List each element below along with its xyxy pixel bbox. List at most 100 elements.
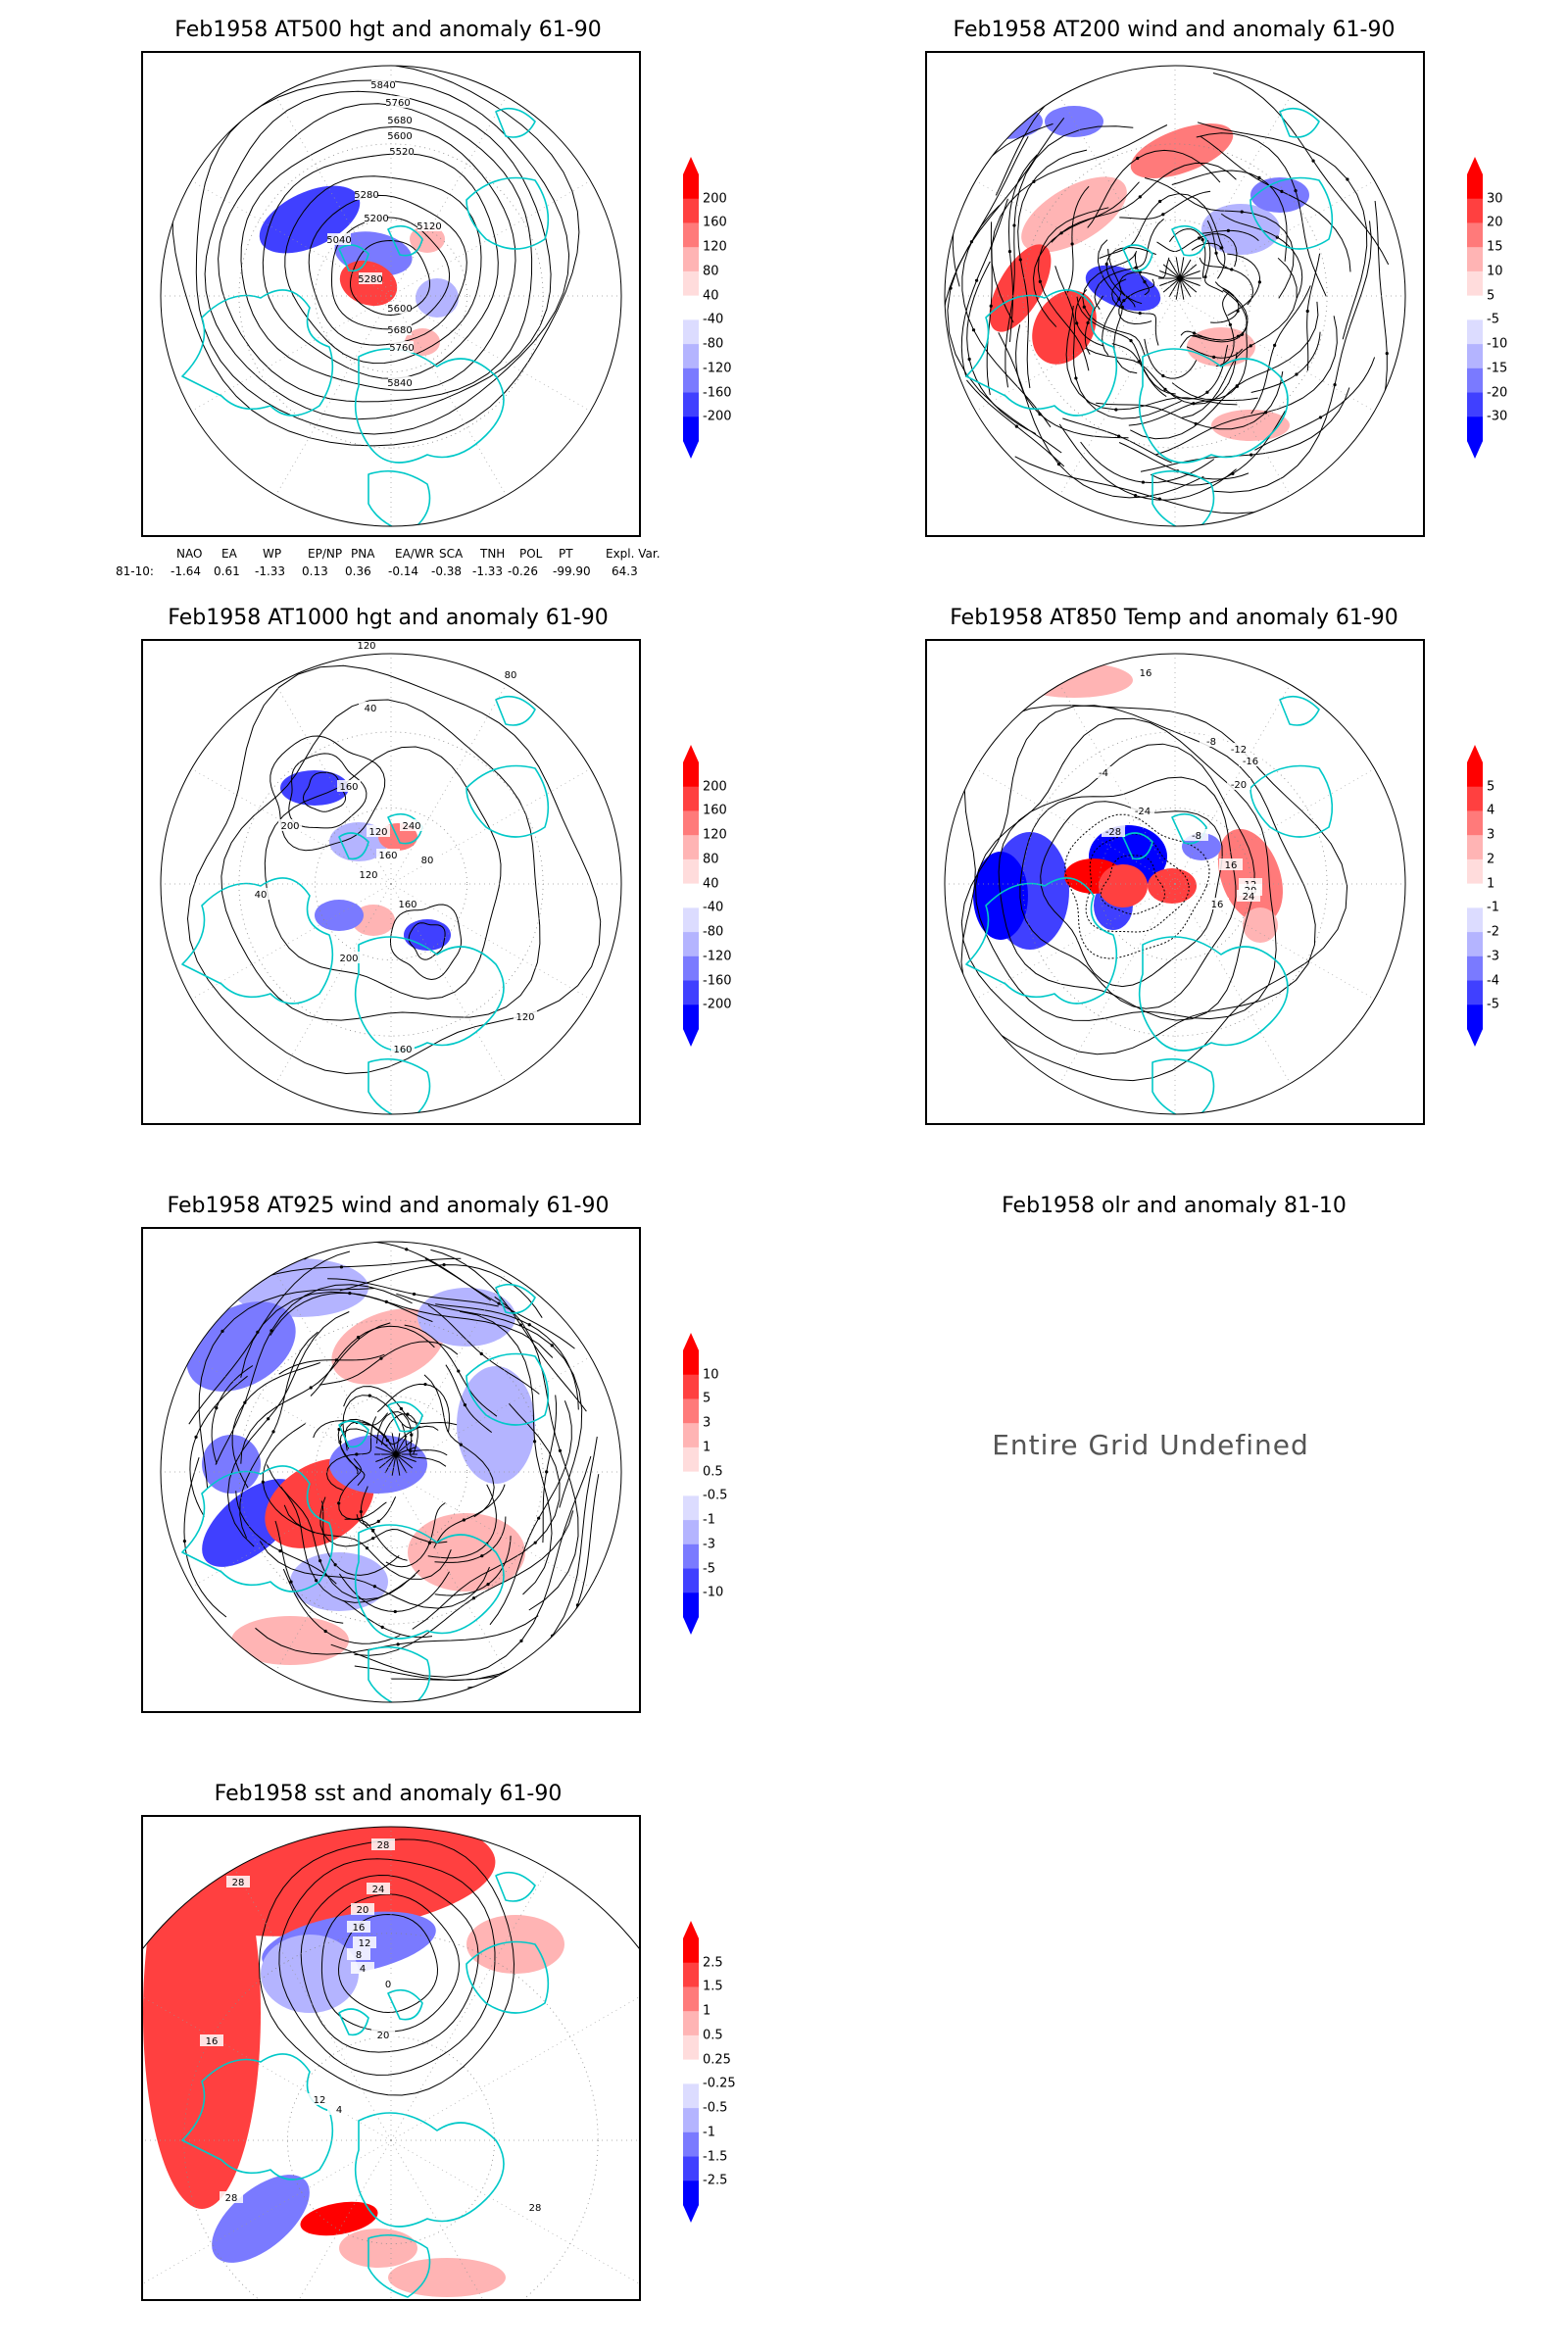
contour-label: 5760 <box>389 343 414 354</box>
colorbar-tick-label: -160 <box>703 385 732 401</box>
index-header: EP/NP <box>308 547 343 561</box>
colorbar-tick-label: -120 <box>703 949 732 964</box>
contour-label: 28 <box>529 2203 542 2214</box>
colorbar-tick-label: 1 <box>703 1440 711 1455</box>
anomaly-region <box>331 1308 445 1385</box>
contour-label: 5120 <box>416 221 441 232</box>
index-value: 64.3 <box>612 564 638 578</box>
panel-title: Feb1958 olr and anomaly 81-10 <box>1002 1194 1347 1218</box>
contour-label: 28 <box>225 2193 238 2204</box>
map-frame <box>141 1227 641 1713</box>
colorbar: 200 160 120 80 40 -40 -80 -120 -160 -200 <box>683 745 732 1047</box>
map-frame: 16-8-12-16-20-24-28-4-81216202416 <box>925 639 1425 1125</box>
panel-title: Feb1958 AT1000 hgt and anomaly 61-90 <box>168 606 609 630</box>
colorbar-tick-label: 10 <box>703 1367 719 1383</box>
colorbar-tick-label: -200 <box>703 997 732 1012</box>
colorbar: 5 4 3 2 1 -1 -2 -3 -4 -5 <box>1467 745 1499 1047</box>
anomaly-region <box>212 2175 310 2263</box>
colorbar: 200 160 120 80 40 -40 -80 -120 -160 -200 <box>683 157 732 459</box>
contour-label: 240 <box>402 821 420 832</box>
contour-label: 24 <box>372 1885 385 1895</box>
colorbar-tick-label: 3 <box>703 1415 711 1431</box>
index-value: -99.90 <box>553 564 591 578</box>
contour-label: 28 <box>232 1878 245 1888</box>
anomaly-region <box>202 1435 261 1494</box>
contour-label: 80 <box>421 856 434 866</box>
anomaly-region <box>417 1288 515 1347</box>
colorbar-tick-label: -40 <box>703 312 724 327</box>
colorbar-tick-label: -3 <box>1487 949 1499 964</box>
colorbar-tick-label: 0.5 <box>703 2028 723 2043</box>
contour-label: -4 <box>1099 768 1108 779</box>
colorbar-tick-label: -10 <box>1487 336 1508 352</box>
contour-label: -12 <box>1231 745 1247 756</box>
panel-title: Feb1958 AT925 wind and anomaly 61-90 <box>167 1194 610 1218</box>
index-value: -1.33 <box>472 564 504 578</box>
contour-label: 16 <box>206 2036 219 2047</box>
index-row-label: 81-10: <box>116 564 154 578</box>
contour-label: 120 <box>359 870 377 881</box>
contour-label: 200 <box>339 954 358 964</box>
index-value: -0.38 <box>431 564 463 578</box>
colorbar-tick-label: -5 <box>1487 312 1499 327</box>
panel-title: Feb1958 AT500 hgt and anomaly 61-90 <box>174 18 602 42</box>
contour-label: 120 <box>515 1012 534 1023</box>
colorbar-tick-label: -15 <box>1487 361 1508 376</box>
contour-label: 5840 <box>370 80 395 91</box>
anomaly-region <box>416 278 459 318</box>
anomaly-region <box>466 1915 564 1974</box>
index-value: -0.14 <box>388 564 419 578</box>
colorbar-tick-label: -80 <box>703 924 724 940</box>
contour-label: 40 <box>365 704 377 714</box>
colorbar-tick-label: -5 <box>1487 997 1499 1012</box>
contour-label: -8 <box>1192 831 1201 842</box>
contour-label: 160 <box>393 1045 412 1055</box>
colorbar-tick-label: -4 <box>1487 973 1499 989</box>
colorbar-tick-label: 40 <box>703 876 719 892</box>
anomaly-region <box>1211 410 1290 441</box>
colorbar-tick-label: 20 <box>1487 215 1503 230</box>
contour-label: 5520 <box>389 147 414 158</box>
contour-label: 16 <box>1211 900 1224 910</box>
colorbar-tick-label: 3 <box>1487 827 1495 843</box>
contour-label: 200 <box>280 821 299 832</box>
contour-label: 20 <box>377 2031 390 2041</box>
contour-label: 40 <box>255 890 268 901</box>
colorbar: 2.5 1.5 1 0.5 0.25 -0.25 -0.5 -1 -1.5 -2.5 <box>683 1921 736 2223</box>
colorbar-tick-label: 2.5 <box>703 1955 723 1971</box>
index-value: 0.36 <box>345 564 371 578</box>
colorbar-tick-label: -3 <box>703 1537 715 1552</box>
colorbar-tick-label: -1.5 <box>703 2149 728 2165</box>
colorbar-tick-label: -2 <box>1487 924 1499 940</box>
colorbar-tick-label: 5 <box>1487 779 1495 795</box>
anomaly-region <box>261 1935 359 2013</box>
contour-label: 5200 <box>364 214 388 224</box>
index-header: PT <box>559 547 573 561</box>
contour-label: 4 <box>360 1964 366 1975</box>
index-value: 0.13 <box>302 564 328 578</box>
colorbar-tick-label: 160 <box>703 215 727 230</box>
colorbar-tick-label: 0.25 <box>703 2052 731 2068</box>
panel-title: Feb1958 sst and anomaly 61-90 <box>214 1782 563 1806</box>
colorbar-tick-label: -0.5 <box>703 2100 728 2116</box>
colorbar-tick-label: -160 <box>703 973 732 989</box>
index-header: POL <box>519 547 543 561</box>
contour-label: 8 <box>356 1950 362 1961</box>
anomaly-region <box>300 2201 378 2236</box>
contour-label: 160 <box>339 782 358 793</box>
colorbar-tick-label: -1 <box>703 2125 715 2140</box>
index-value: -1.64 <box>171 564 202 578</box>
contour-label: -24 <box>1135 807 1151 817</box>
map-frame: 120 80 40 160 200 240 120 160 80 40 120 160 200 120 16… <box>141 639 641 1125</box>
panel-title: Feb1958 AT850 Temp and anomaly 61-90 <box>950 606 1398 630</box>
anomaly-region <box>1148 868 1197 904</box>
colorbar-tick-label: 200 <box>703 779 727 795</box>
anomaly-region <box>1187 327 1255 367</box>
contour-label: 5600 <box>387 131 412 142</box>
colorbar-tick-label: 5 <box>1487 288 1495 304</box>
colorbar-tick-label: 1.5 <box>703 1979 723 1994</box>
index-header: WP <box>263 547 282 561</box>
index-header: SCA <box>439 547 464 561</box>
colorbar-tick-label: -0.5 <box>703 1488 728 1503</box>
anomaly-region <box>290 1552 388 1611</box>
